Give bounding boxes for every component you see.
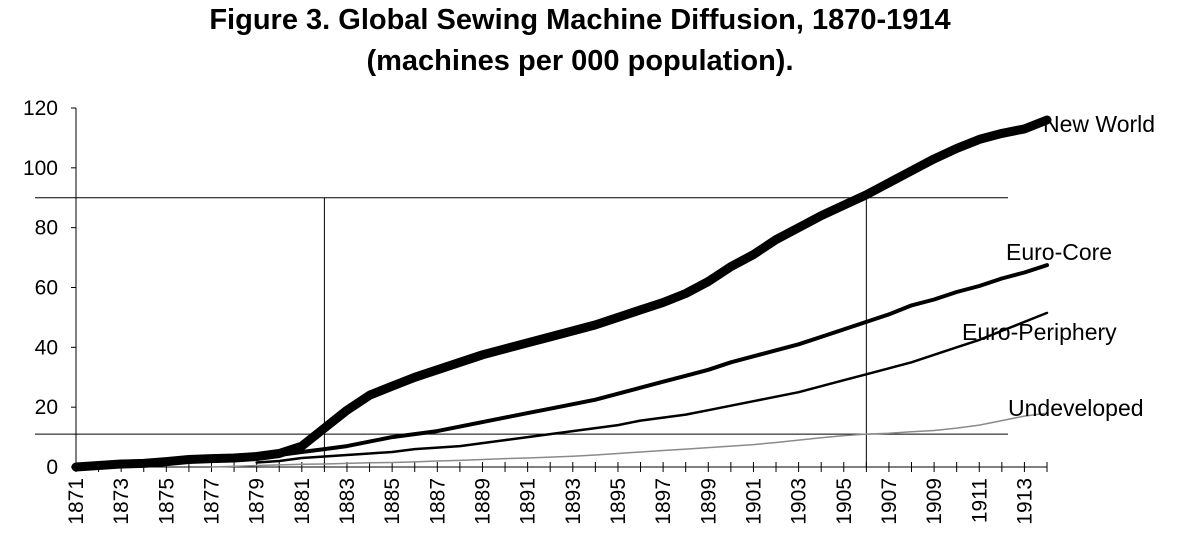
y-tick-label: 0 [46, 456, 58, 479]
y-tick-label: 80 [35, 217, 58, 240]
x-tick-label: 1873 [110, 478, 133, 525]
series-line-euro-core [254, 263, 1049, 460]
x-tick-label: 1897 [652, 478, 675, 525]
x-tick-label: 1911 [968, 478, 991, 523]
x-tick-label: 1889 [471, 478, 494, 525]
x-tick-label: 1893 [562, 478, 585, 525]
series-label-undeveloped: Undeveloped [1008, 395, 1144, 421]
chart-title-line-1: Figure 3. Global Sewing Machine Diffusio… [209, 4, 951, 36]
x-tick-label: 1881 [291, 478, 314, 525]
series-label-euro-core: Euro-Core [1006, 239, 1112, 265]
x-tick-label: 1875 [155, 478, 178, 525]
y-tick-label: 40 [35, 336, 58, 359]
x-tick-label: 1907 [878, 478, 901, 525]
y-tick-label: 20 [35, 396, 58, 419]
x-tick-label: 1871 [65, 478, 88, 525]
x-tick-label: 1895 [607, 478, 630, 525]
x-tick-label: 1909 [923, 478, 946, 525]
series-lines [71, 115, 1052, 472]
x-tick-label: 1905 [833, 478, 856, 525]
reference-lines [35, 197, 1008, 467]
x-tick-label: 1887 [426, 478, 449, 525]
x-tick-label: 1903 [788, 478, 811, 525]
x-tick-label: 1883 [336, 478, 359, 525]
y-tick-label: 60 [35, 277, 58, 300]
series-label-euro-periphery: Euro-Periphery [962, 319, 1117, 345]
x-tick-label: 1901 [742, 478, 765, 525]
x-tick-label: 1899 [697, 478, 720, 525]
x-tick-label: 1913 [1013, 478, 1036, 525]
series-line-euro-periphery [255, 311, 1049, 464]
x-tick-label: 1877 [200, 478, 223, 525]
x-tick-label: 1891 [517, 478, 540, 525]
x-tick-label: 1885 [381, 478, 404, 525]
y-tick-label: 100 [23, 157, 58, 180]
x-tick-label: 1879 [246, 478, 269, 525]
series-labels: New World Euro-Core Euro-Periphery Undev… [962, 111, 1155, 421]
series-line-undeveloped [210, 412, 1048, 468]
chart-title-line-2: (machines per 000 population). [366, 45, 794, 77]
y-tick-label: 120 [23, 97, 58, 120]
series-line-new-world [71, 115, 1052, 472]
series-label-new-world: New World [1043, 111, 1155, 137]
